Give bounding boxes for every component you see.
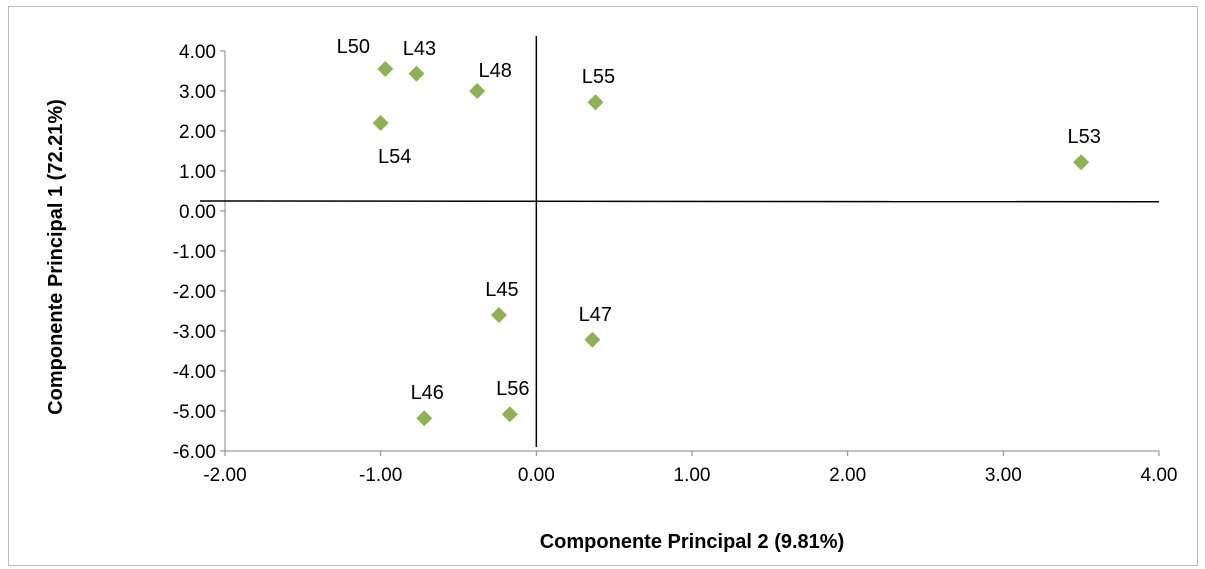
point-label-l56: L56 [496, 378, 529, 400]
data-point-l47 [584, 331, 601, 348]
data-point-l55 [587, 94, 604, 111]
point-label-l46: L46 [411, 382, 444, 404]
y-tick-label: 0.00 [179, 202, 216, 223]
x-tick-label: 3.00 [985, 465, 1022, 486]
points-group [372, 61, 1090, 427]
tick-labels-group: 4.00 3.00 2.00 1.00 0.00 -1.00 -2.00 -3.00 -4.00… [173, 42, 1178, 486]
point-label-l48: L48 [478, 60, 511, 82]
y-tick-label: 2.00 [179, 122, 216, 143]
point-labels-group: L50 L43 L48 L54 L55 L53 L45 L47 L46 L56 [337, 36, 1101, 404]
data-point-l53 [1073, 154, 1090, 171]
point-label-l55: L55 [582, 66, 615, 88]
x-tick-label: -1.00 [359, 465, 402, 486]
data-point-l48 [469, 83, 486, 99]
data-point-l54 [372, 115, 389, 131]
point-label-l54: L54 [378, 146, 411, 168]
y-tick-label: -2.00 [173, 282, 216, 303]
data-point-l50 [377, 61, 394, 77]
point-label-l53: L53 [1067, 126, 1100, 148]
point-label-l45: L45 [485, 279, 518, 301]
x-tick-label: 0.00 [518, 465, 555, 486]
y-tick-label: -6.00 [173, 442, 216, 463]
y-tick-label: -1.00 [173, 242, 216, 263]
horizontal-quadrant-line [199, 200, 1160, 203]
data-point-l43 [408, 65, 425, 82]
x-tick-label: 2.00 [829, 465, 866, 486]
y-tick-label: -5.00 [173, 402, 216, 423]
quadrant-lines-group [199, 36, 1160, 447]
point-label-l43: L43 [403, 38, 436, 60]
data-point-l46 [416, 410, 433, 427]
axes-group [220, 50, 1160, 456]
x-tick-label: -2.00 [203, 465, 246, 486]
y-axis-title: Componente Principal 1 (72.21%) [45, 99, 67, 415]
chart-frame [8, 6, 1198, 566]
x-axis-title: Componente Principal 2 (9.81%) [540, 531, 845, 553]
x-tick-label: 1.00 [674, 465, 711, 486]
data-point-l45 [490, 307, 507, 323]
data-point-l56 [501, 406, 518, 423]
y-tick-label: -4.00 [173, 362, 216, 383]
point-label-l47: L47 [579, 304, 612, 326]
y-tick-label: 1.00 [179, 162, 216, 183]
point-label-l50: L50 [337, 36, 370, 58]
y-tick-label: -3.00 [173, 322, 216, 343]
x-tick-label: 4.00 [1141, 465, 1178, 486]
y-tick-label: 4.00 [179, 42, 216, 63]
y-tick-label: 3.00 [179, 82, 216, 103]
